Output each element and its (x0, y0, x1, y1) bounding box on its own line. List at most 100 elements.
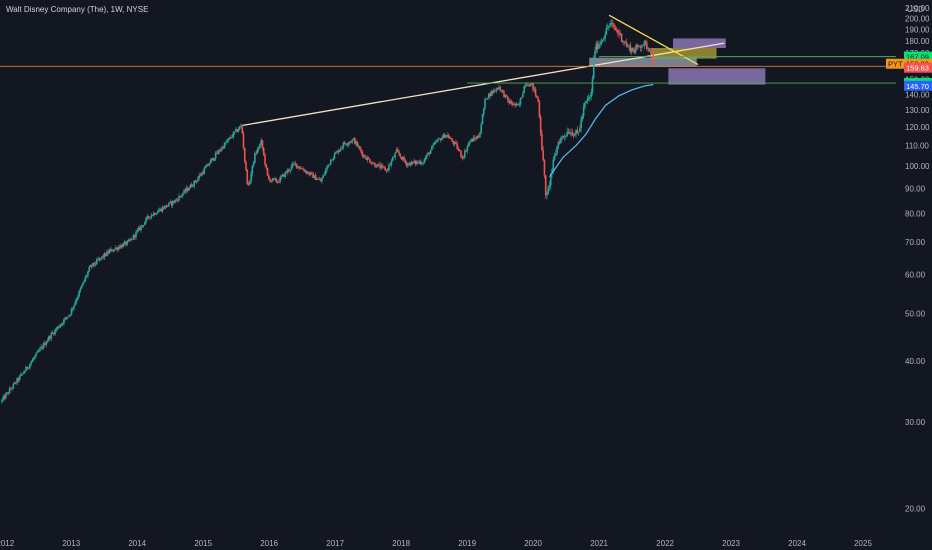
candle-body (426, 154, 428, 158)
time-axis[interactable]: 2012 2013 2014 2015 2016 2017 2018 2019 2020 2021… (0, 539, 872, 548)
candle-body (403, 157, 405, 161)
candle-body (216, 152, 218, 154)
candle-body (494, 89, 496, 91)
candle-body (566, 131, 569, 136)
candle-body (532, 83, 534, 90)
candle-body (180, 195, 183, 197)
currency-label[interactable]: USD (907, 5, 924, 14)
candle-body (598, 44, 600, 49)
candle-body (512, 103, 514, 105)
candle-body (203, 168, 206, 174)
price-tick-label: 210.00 (905, 4, 930, 13)
candle-body (633, 50, 636, 53)
candle-body (238, 126, 241, 130)
candle-body (642, 44, 644, 47)
candle-body (619, 33, 622, 35)
candle-body (495, 88, 498, 91)
candle-body (261, 140, 264, 149)
candle-body (289, 169, 292, 171)
candle-body (573, 134, 576, 136)
candle-body (489, 93, 491, 97)
candle-body (409, 162, 412, 166)
candle-body (525, 84, 528, 86)
candle-body (149, 217, 151, 219)
candle-body (176, 199, 179, 201)
candle-body (273, 178, 275, 179)
candle-body (337, 150, 340, 153)
candle-body (245, 161, 247, 170)
candle-body (372, 163, 375, 164)
candle-body (36, 351, 39, 354)
candle-body (241, 125, 244, 134)
candle-body (318, 179, 321, 181)
candle-body (259, 144, 261, 149)
candle-body (98, 258, 101, 260)
candle-body (132, 234, 135, 240)
candle-body (276, 181, 279, 183)
candle-body (236, 129, 238, 132)
candle-body (144, 222, 146, 226)
candle-body (246, 169, 249, 184)
candle-body (25, 366, 27, 372)
candle-body (420, 163, 423, 165)
candle-body (298, 166, 300, 169)
zones-layer (589, 38, 766, 85)
candle-body (357, 146, 360, 148)
candle-body (552, 159, 555, 170)
candle-body (16, 378, 18, 384)
candle-body (168, 202, 170, 206)
candle-body (169, 201, 171, 203)
candle-body (648, 48, 651, 52)
candle-body (343, 142, 346, 144)
candle-body (21, 373, 24, 375)
candle-body (156, 212, 159, 214)
candle-body (584, 102, 586, 108)
candle-body (288, 169, 290, 171)
candle-body (629, 45, 632, 53)
candle-body (541, 133, 543, 151)
candle-body (262, 148, 265, 155)
candle-body (350, 141, 352, 143)
candle-body (527, 84, 529, 86)
candle-body (136, 230, 139, 232)
candle-body (591, 78, 594, 93)
candle-body (442, 134, 445, 138)
candle-body (529, 84, 532, 87)
candle-body (461, 156, 464, 158)
candle-body (7, 392, 10, 394)
candle-body (414, 160, 417, 164)
candle-body (635, 44, 638, 49)
candle-body (572, 135, 575, 137)
candle-body (491, 91, 494, 94)
candle-body (4, 393, 7, 399)
candle-body (113, 248, 116, 251)
candle-body (324, 170, 327, 174)
candle-body (88, 266, 91, 272)
candle-body (579, 128, 581, 132)
candle-body (155, 213, 158, 215)
candle-body (455, 142, 457, 144)
candle-body (475, 138, 477, 140)
candle-body (47, 336, 50, 341)
time-tick-label: 2016 (260, 539, 278, 548)
candle-body (128, 240, 131, 241)
candle-body (6, 392, 8, 394)
candle-body (370, 162, 373, 164)
candle-body (106, 251, 108, 256)
price-tick-label: 200.00 (905, 14, 930, 23)
candle-body (223, 142, 226, 149)
candle-body (204, 166, 207, 169)
candle-body (480, 124, 483, 133)
candle-body (188, 188, 190, 191)
candle-body (390, 160, 393, 165)
candle-body (85, 275, 88, 277)
candle-body (251, 165, 254, 174)
candle-body (386, 169, 389, 171)
moving-average-line (549, 84, 654, 178)
candle-body (103, 253, 106, 258)
candle-body (170, 201, 173, 206)
candle-body (35, 353, 37, 357)
candle-body (422, 162, 424, 164)
candle-body (275, 178, 278, 182)
